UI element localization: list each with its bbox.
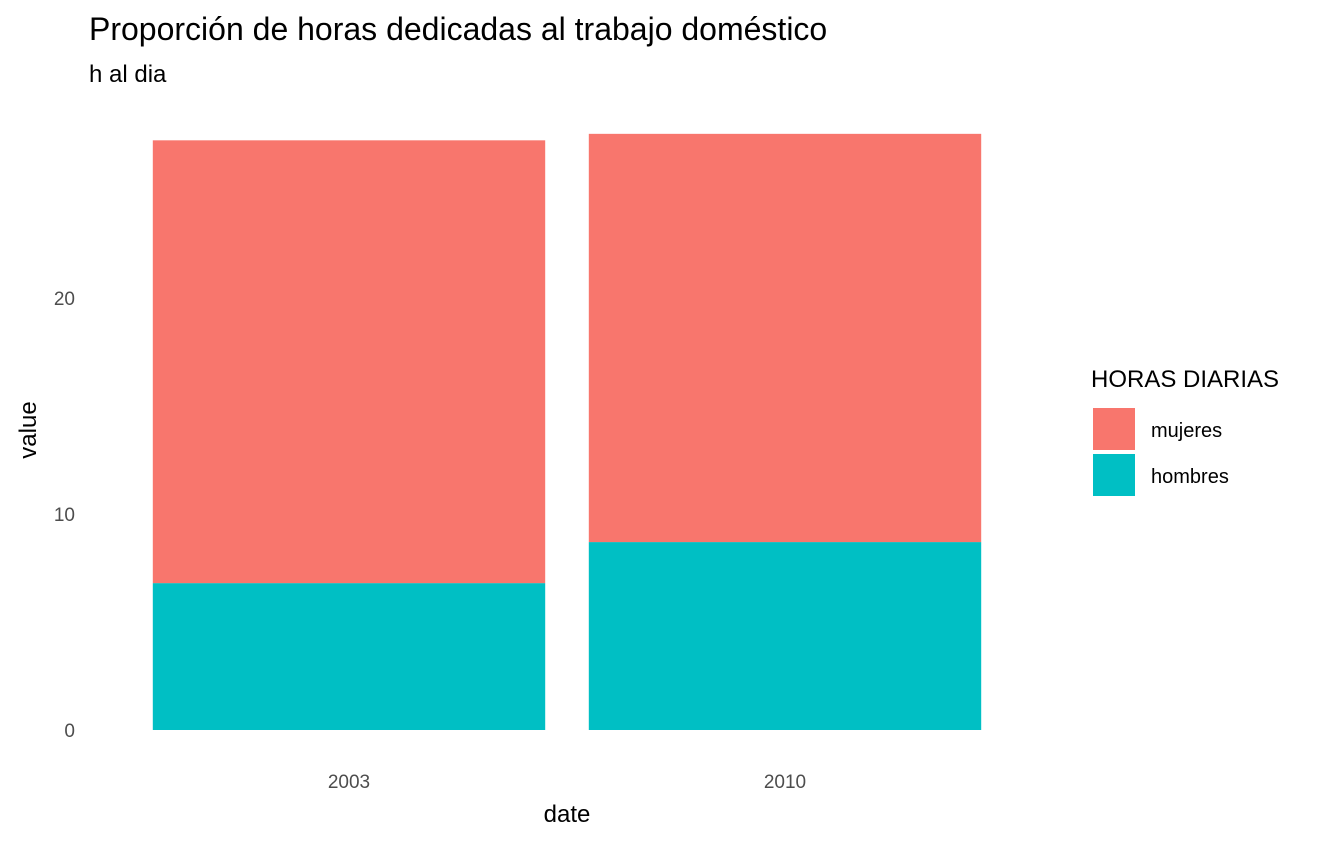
bar-segment-mujeres-2010 xyxy=(588,133,982,543)
legend-title: HORAS DIARIAS xyxy=(1091,366,1279,393)
chart-subtitle: h al dia xyxy=(89,61,167,88)
y-axis-title: value xyxy=(15,401,42,458)
bar-segment-mujeres-2003 xyxy=(152,140,546,584)
bar-segment-hombres-2010 xyxy=(588,542,982,730)
y-tick-label: 10 xyxy=(54,505,75,526)
y-axis-ticks: 0 10 20 xyxy=(54,289,75,742)
legend-label-hombres: hombres xyxy=(1151,466,1229,488)
legend-label-mujeres: mujeres xyxy=(1151,420,1222,442)
chart-title: Proporción de horas dedicadas al trabajo… xyxy=(89,11,827,47)
bar-segment-hombres-2003 xyxy=(152,583,546,730)
x-tick-label: 2010 xyxy=(764,772,806,793)
y-tick-label: 0 xyxy=(64,721,75,742)
legend-key-mujeres xyxy=(1093,408,1135,450)
bars-group xyxy=(152,133,982,730)
x-axis-ticks: 2003 2010 xyxy=(328,772,806,793)
y-tick-label: 20 xyxy=(54,289,75,310)
x-axis-title: date xyxy=(544,801,591,828)
x-tick-label: 2003 xyxy=(328,772,370,793)
legend: HORAS DIARIAS mujeres hombres xyxy=(1091,366,1279,496)
legend-key-hombres xyxy=(1093,454,1135,496)
